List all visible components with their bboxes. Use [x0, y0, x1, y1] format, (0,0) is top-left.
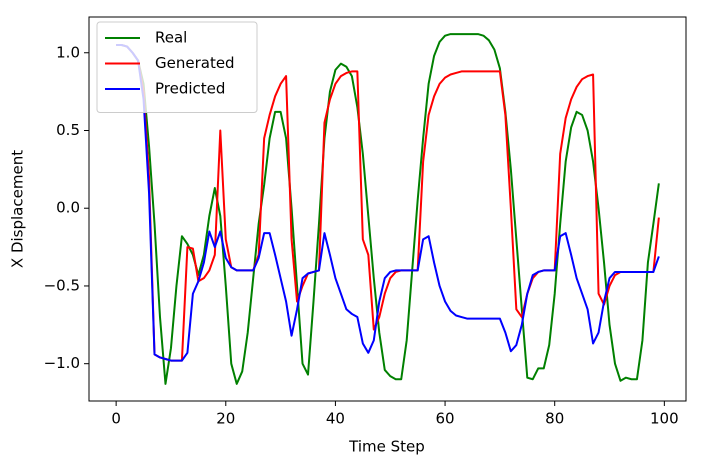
x-tick-label: 40 — [326, 410, 345, 428]
plot-frame — [88, 16, 687, 402]
y-tick-label: 0.0 — [56, 199, 80, 217]
y-tick-label: −0.5 — [44, 276, 80, 294]
x-axis-label: Time Step — [348, 438, 425, 456]
legend-label: Predicted — [155, 80, 225, 98]
legend-label: Generated — [155, 54, 235, 72]
y-tick-label: −1.0 — [44, 354, 80, 372]
x-tick-label: 100 — [650, 410, 679, 428]
y-tick-label: 0.5 — [56, 121, 80, 139]
x-tick-label: 20 — [216, 410, 235, 428]
x-tick-label: 60 — [436, 410, 455, 428]
x-tick-label: 0 — [111, 410, 121, 428]
data-line — [116, 33, 660, 385]
x-tick-label: 80 — [545, 410, 564, 428]
y-axis-label: X Displacement — [9, 150, 27, 268]
data-line — [116, 43, 660, 362]
legend-label: Real — [155, 29, 187, 47]
data-line — [116, 43, 660, 362]
y-tick-label: 1.0 — [56, 43, 80, 61]
